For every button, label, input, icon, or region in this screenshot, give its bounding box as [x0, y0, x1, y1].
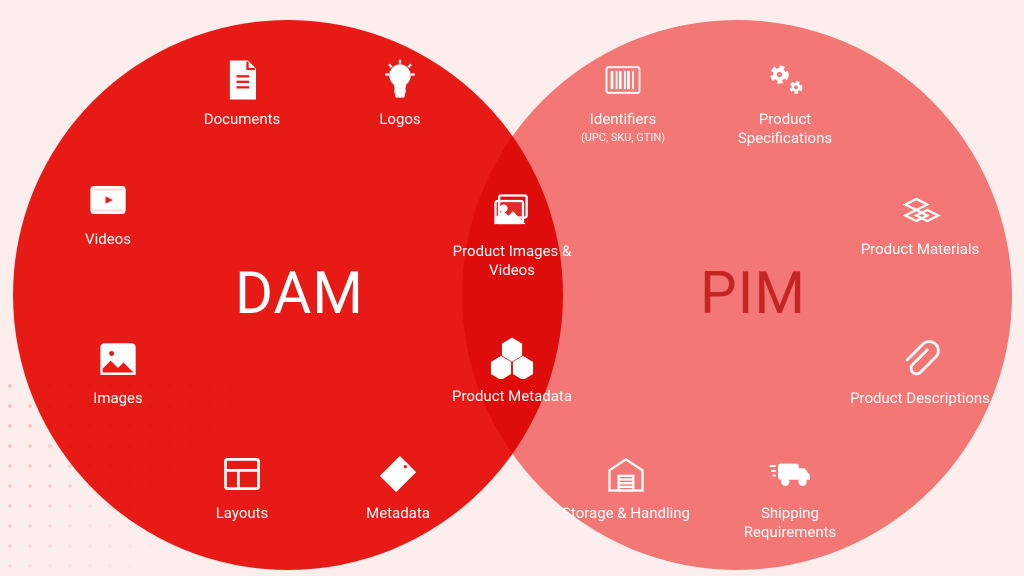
- video-icon: [86, 178, 130, 222]
- warehouse-icon: [604, 452, 648, 496]
- barcode-icon: [601, 58, 645, 102]
- label: Storage & Handling: [562, 504, 690, 523]
- overlap-item-product-metadata: Product Metadata: [442, 335, 582, 406]
- pim-item-identifiers: Identifiers (UPC, SKU, GTIN): [553, 58, 693, 144]
- shipping-truck-icon: [768, 452, 812, 496]
- gears-icon: [763, 58, 807, 102]
- image-icon: [96, 337, 140, 381]
- pim-item-specs: Product Specifications: [715, 58, 855, 148]
- layout-icon: [220, 452, 264, 496]
- pim-item-descriptions: Product Descriptions: [850, 337, 990, 408]
- label: Layouts: [216, 504, 269, 523]
- dam-item-layouts: Layouts: [172, 452, 312, 523]
- pim-item-shipping: Shipping Requirements: [720, 452, 860, 542]
- paperclip-icon: [898, 337, 942, 381]
- bricks-icon: [898, 188, 942, 232]
- dam-item-images: Images: [48, 337, 188, 408]
- label: Images: [93, 389, 143, 408]
- dam-label: DAM: [235, 260, 364, 328]
- pim-item-storage: Storage & Handling: [556, 452, 696, 523]
- boxes-icon: [490, 335, 534, 379]
- gallery-stack-icon: [490, 190, 534, 234]
- tag-icon: [376, 452, 420, 496]
- dam-item-videos: Videos: [38, 178, 178, 249]
- lightbulb-icon: [378, 58, 422, 102]
- overlap-item-product-images: Product Images & Videos: [442, 190, 582, 280]
- pim-item-materials: Product Materials: [850, 188, 990, 259]
- label: Videos: [85, 230, 131, 249]
- label: Product Metadata: [452, 387, 572, 406]
- label: Identifiers: [590, 110, 656, 129]
- sublabel: (UPC, SKU, GTIN): [581, 131, 665, 144]
- label: Documents: [204, 110, 281, 129]
- label: Product Materials: [861, 240, 980, 259]
- dam-item-metadata: Metadata: [328, 452, 468, 523]
- pim-label: PIM: [700, 260, 806, 328]
- dam-item-documents: Documents: [172, 58, 312, 129]
- venn-diagram: DAM PIM Documents: [0, 0, 1024, 576]
- label: Logos: [379, 110, 420, 129]
- label: Product Descriptions: [850, 389, 990, 408]
- label: Shipping Requirements: [720, 504, 860, 542]
- label: Product Images & Videos: [442, 242, 582, 280]
- label: Product Specifications: [715, 110, 855, 148]
- label: Metadata: [366, 504, 430, 523]
- dam-item-logos: Logos: [330, 58, 470, 129]
- document-icon: [220, 58, 264, 102]
